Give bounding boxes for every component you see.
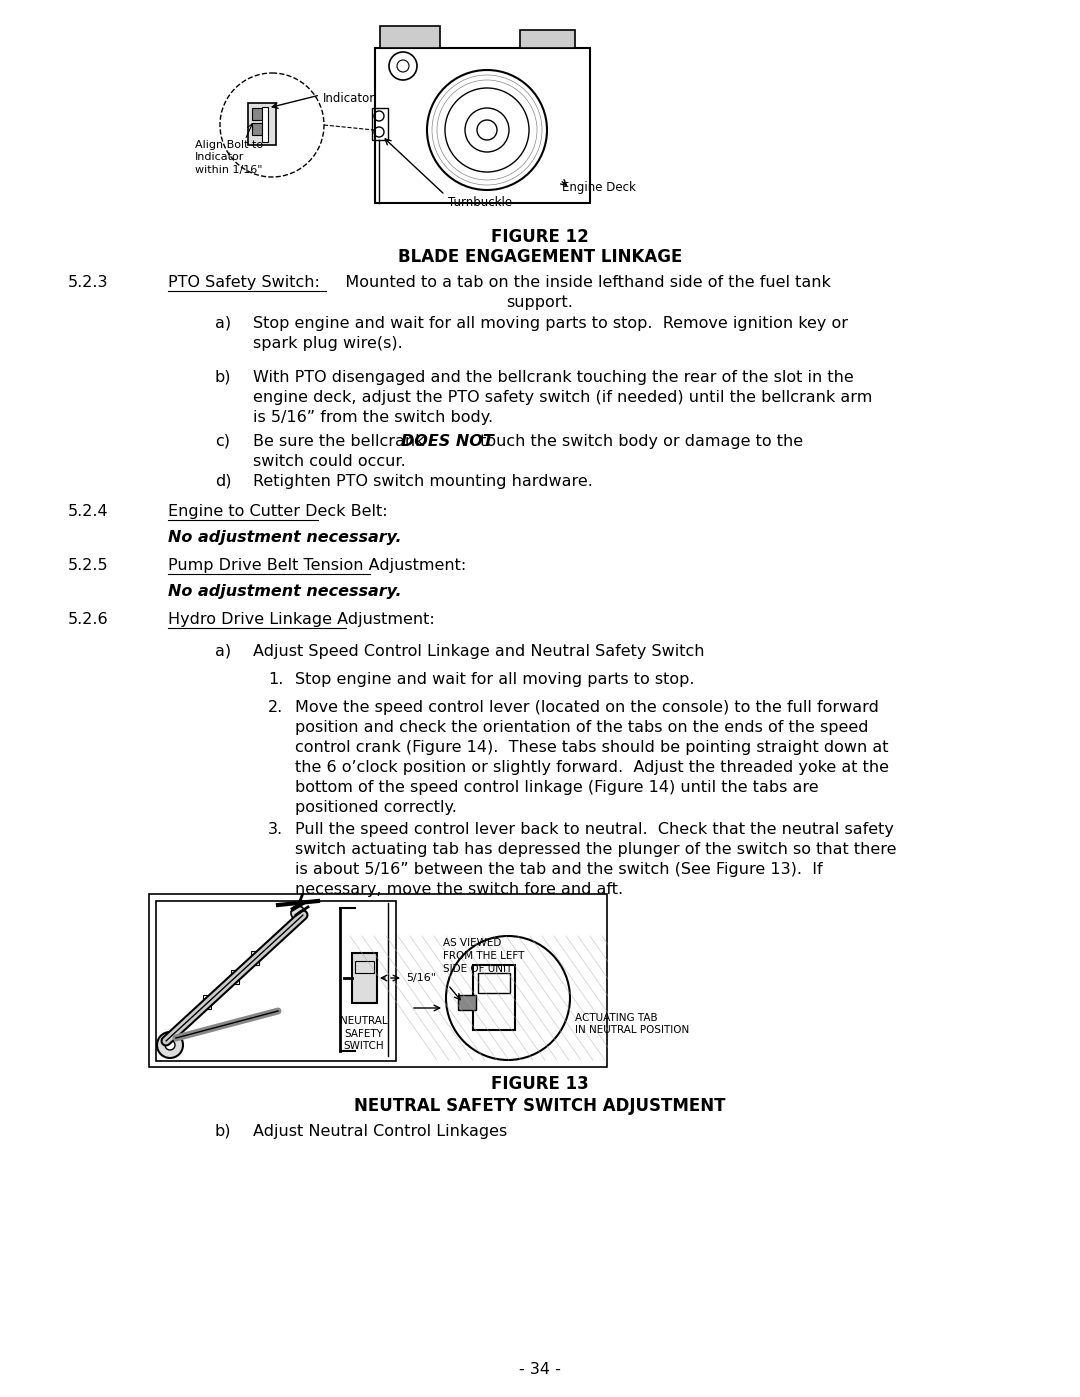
Bar	[519, 29, 575, 47]
Text: Retighten PTO switch mounting hardware.: Retighten PTO switch mounting hardware.	[253, 474, 593, 489]
Text: BLADE ENGAGEMENT LINKAGE: BLADE ENGAGEMENT LINKAGE	[397, 249, 683, 265]
Text: the 6 o’clock position or slightly forward.  Adjust the threaded yoke at the: the 6 o’clock position or slightly forwa…	[295, 760, 889, 775]
Bar	[252, 123, 262, 136]
Text: No adjustment necessary.: No adjustment necessary.	[168, 584, 402, 599]
Bar	[375, 47, 590, 203]
Text: With PTO disengaged and the bellcrank touching the rear of the slot in the: With PTO disengaged and the bellcrank to…	[253, 370, 854, 386]
Text: switch actuating tab has depressed the plunger of the switch so that there: switch actuating tab has depressed the p…	[295, 842, 896, 856]
Text: 5.2.3: 5.2.3	[68, 275, 108, 291]
Text: DOES NOT: DOES NOT	[401, 434, 494, 448]
Text: Turnbuckle: Turnbuckle	[448, 196, 512, 210]
Text: touch the switch body or damage to the: touch the switch body or damage to the	[475, 434, 804, 448]
Text: Align Bolt to
Indicator
within 1/16": Align Bolt to Indicator within 1/16"	[195, 140, 264, 175]
Text: Engine Deck: Engine Deck	[562, 182, 636, 194]
Text: Pull the speed control lever back to neutral.  Check that the neutral safety: Pull the speed control lever back to neu…	[295, 821, 894, 837]
Text: FIGURE 12: FIGURE 12	[491, 228, 589, 246]
Text: a): a)	[215, 316, 231, 331]
Bar	[230, 970, 239, 983]
Text: 2.: 2.	[268, 700, 283, 715]
Circle shape	[291, 907, 305, 921]
Bar	[252, 108, 262, 120]
Text: switch could occur.: switch could occur.	[253, 454, 406, 469]
Text: Indicator: Indicator	[323, 92, 375, 105]
Text: Move the speed control lever (located on the console) to the full forward: Move the speed control lever (located on…	[295, 700, 879, 715]
Text: Adjust Speed Control Linkage and Neutral Safety Switch: Adjust Speed Control Linkage and Neutral…	[253, 644, 704, 659]
Text: d): d)	[215, 474, 231, 489]
Text: position and check the orientation of the tabs on the ends of the speed: position and check the orientation of th…	[295, 719, 868, 735]
Text: Adjust Neutral Control Linkages: Adjust Neutral Control Linkages	[253, 1125, 508, 1139]
Text: Pump Drive Belt Tension Adjustment:: Pump Drive Belt Tension Adjustment:	[168, 557, 467, 573]
Text: No adjustment necessary.: No adjustment necessary.	[168, 529, 402, 545]
Text: is about 5/16” between the tab and the switch (See Figure 13).  If: is about 5/16” between the tab and the s…	[295, 862, 823, 877]
Bar	[478, 972, 510, 993]
Text: control crank (Figure 14).  These tabs should be pointing straight down at: control crank (Figure 14). These tabs sh…	[295, 740, 889, 754]
Text: 5.2.5: 5.2.5	[68, 557, 109, 573]
Text: - 34 -: - 34 -	[519, 1362, 561, 1377]
Text: Mounted to a tab on the inside lefthand side of the fuel tank: Mounted to a tab on the inside lefthand …	[330, 275, 831, 291]
Text: 5/16": 5/16"	[406, 972, 436, 983]
Bar	[352, 953, 377, 1003]
Text: Hydro Drive Linkage Adjustment:: Hydro Drive Linkage Adjustment:	[168, 612, 435, 627]
Text: Stop engine and wait for all moving parts to stop.: Stop engine and wait for all moving part…	[295, 672, 694, 687]
Circle shape	[446, 936, 570, 1060]
Text: FIGURE 13: FIGURE 13	[491, 1076, 589, 1092]
Bar	[156, 901, 396, 1060]
Bar	[380, 27, 440, 47]
Bar	[458, 995, 476, 1010]
Bar	[372, 108, 388, 140]
Text: 3.: 3.	[268, 821, 283, 837]
Text: a): a)	[215, 644, 231, 659]
Text: ACTUATING TAB
IN NEUTRAL POSITION: ACTUATING TAB IN NEUTRAL POSITION	[575, 1013, 689, 1035]
Text: bottom of the speed control linkage (Figure 14) until the tabs are: bottom of the speed control linkage (Fig…	[295, 780, 819, 795]
Text: NEUTRAL
SAFETY
SWITCH: NEUTRAL SAFETY SWITCH	[340, 1016, 388, 1051]
Text: Engine to Cutter Deck Belt:: Engine to Cutter Deck Belt:	[168, 504, 388, 520]
Bar	[355, 961, 374, 972]
Bar	[251, 951, 259, 965]
Bar	[248, 103, 276, 145]
Text: PTO Safety Switch:: PTO Safety Switch:	[168, 275, 320, 291]
Bar	[262, 108, 268, 142]
Text: Stop engine and wait for all moving parts to stop.  Remove ignition key or: Stop engine and wait for all moving part…	[253, 316, 848, 331]
Circle shape	[165, 1039, 175, 1051]
Text: NEUTRAL SAFETY SWITCH ADJUSTMENT: NEUTRAL SAFETY SWITCH ADJUSTMENT	[354, 1097, 726, 1115]
Text: b): b)	[215, 1125, 231, 1139]
Text: Be sure the bellcrank: Be sure the bellcrank	[253, 434, 430, 448]
Text: support.: support.	[507, 295, 573, 310]
Text: positioned correctly.: positioned correctly.	[295, 800, 457, 814]
Text: c): c)	[215, 434, 230, 448]
Text: 5.2.4: 5.2.4	[68, 504, 109, 520]
Text: b): b)	[215, 370, 231, 386]
Bar	[473, 965, 515, 1030]
Text: spark plug wire(s).: spark plug wire(s).	[253, 337, 403, 351]
Circle shape	[157, 1032, 183, 1058]
Text: is 5/16” from the switch body.: is 5/16” from the switch body.	[253, 409, 494, 425]
Bar	[203, 995, 211, 1009]
Text: engine deck, adjust the PTO safety switch (if needed) until the bellcrank arm: engine deck, adjust the PTO safety switc…	[253, 390, 873, 405]
Text: 1.: 1.	[268, 672, 283, 687]
Text: necessary, move the switch fore and aft.: necessary, move the switch fore and aft.	[295, 882, 623, 897]
Text: 5.2.6: 5.2.6	[68, 612, 109, 627]
Text: AS VIEWED
FROM THE LEFT
SIDE OF UNIT: AS VIEWED FROM THE LEFT SIDE OF UNIT	[443, 937, 525, 974]
